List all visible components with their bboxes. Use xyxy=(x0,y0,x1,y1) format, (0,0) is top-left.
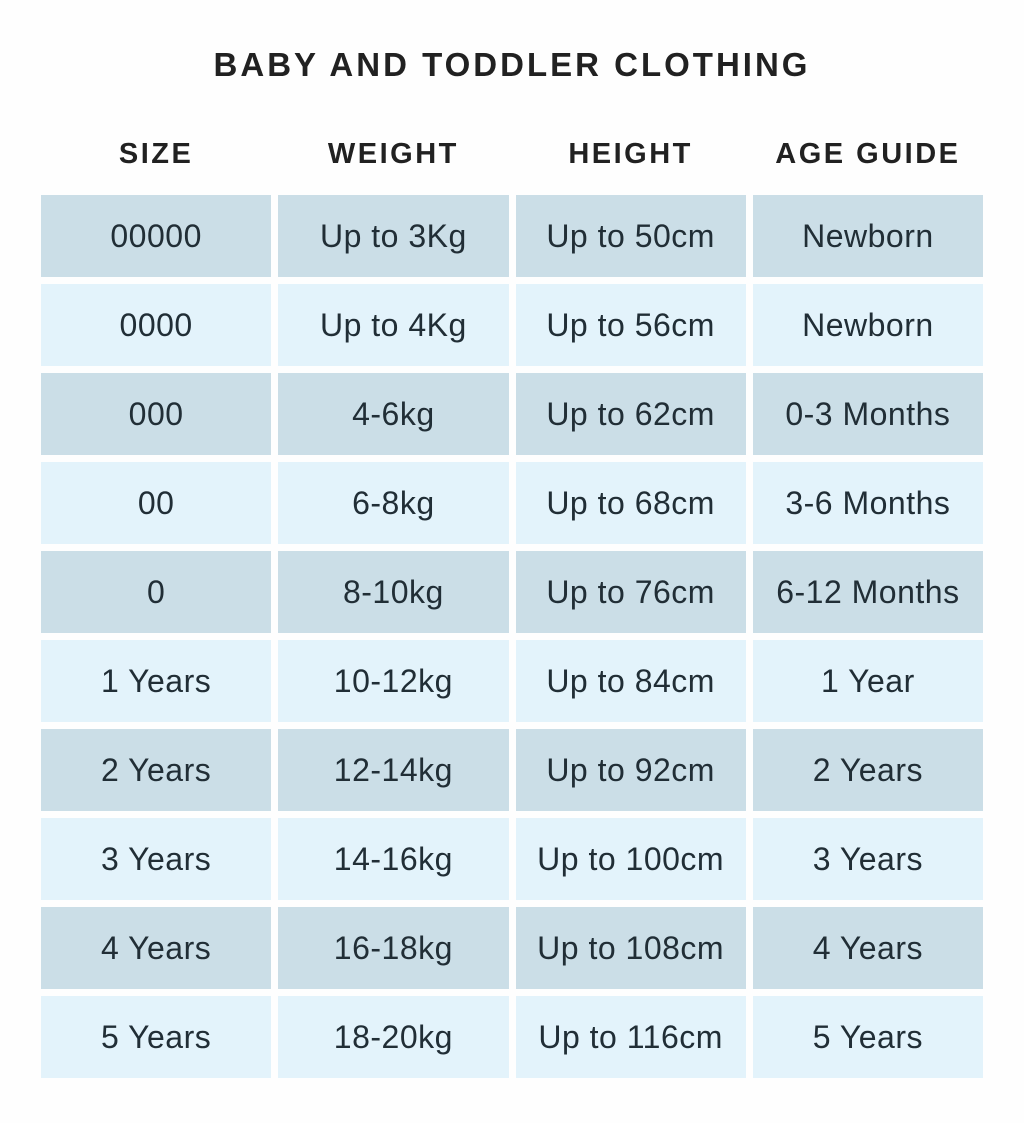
table-cell: Up to 92cm xyxy=(515,729,746,811)
size-table-body: 00000 Up to 3Kg Up to 50cm Newborn 0000 Up to… xyxy=(41,195,983,1078)
table-cell: Up to 84cm xyxy=(515,640,746,722)
table-cell: Up to 76cm xyxy=(515,551,746,633)
table-cell: Up to 4Kg xyxy=(278,284,509,366)
table-cell: 14-16kg xyxy=(278,818,509,900)
table-cell: 00000 xyxy=(41,195,272,277)
table-row: 000 4-6kg Up to 62cm 0-3 Months xyxy=(41,373,983,455)
table-cell: 2 Years xyxy=(752,729,983,811)
table-header-row: SIZE WEIGHT HEIGHT AGE GUIDE xyxy=(41,138,983,171)
table-cell: 18-20kg xyxy=(278,996,509,1078)
table-cell: 8-10kg xyxy=(278,551,509,633)
table-cell: 0 xyxy=(41,551,272,633)
table-cell: Newborn xyxy=(752,195,983,277)
table-cell: Up to 50cm xyxy=(515,195,746,277)
table-cell: 000 xyxy=(41,373,272,455)
table-cell: 00 xyxy=(41,462,272,544)
table-cell: 5 Years xyxy=(41,996,272,1078)
table-cell: 1 Year xyxy=(752,640,983,722)
table-cell: 4-6kg xyxy=(278,373,509,455)
table-row: 0000 Up to 4Kg Up to 56cm Newborn xyxy=(41,284,983,366)
table-row: 00 6-8kg Up to 68cm 3-6 Months xyxy=(41,462,983,544)
table-cell: 2 Years xyxy=(41,729,272,811)
table-cell: Up to 56cm xyxy=(515,284,746,366)
table-row: 4 Years 16-18kg Up to 108cm 4 Years xyxy=(41,907,983,989)
column-header-weight: WEIGHT xyxy=(327,138,459,170)
table-cell: 4 Years xyxy=(41,907,272,989)
table-cell: 16-18kg xyxy=(278,907,509,989)
table-cell: 4 Years xyxy=(752,907,983,989)
table-row: 3 Years 14-16kg Up to 100cm 3 Years xyxy=(41,818,983,900)
table-row: 0 8-10kg Up to 76cm 6-12 Months xyxy=(41,551,983,633)
table-cell: Up to 116cm xyxy=(515,996,746,1078)
table-row: 2 Years 12-14kg Up to 92cm 2 Years xyxy=(41,729,983,811)
table-cell: Up to 108cm xyxy=(515,907,746,989)
table-cell: 6-12 Months xyxy=(752,551,983,633)
table-cell: 0-3 Months xyxy=(752,373,983,455)
table-cell: Up to 62cm xyxy=(515,373,746,455)
page-title: BABY AND TODDLER CLOTHING xyxy=(213,46,811,83)
table-row: 00000 Up to 3Kg Up to 50cm Newborn xyxy=(41,195,983,277)
table-row: 1 Years 10-12kg Up to 84cm 1 Year xyxy=(41,640,983,722)
table-cell: 0000 xyxy=(41,284,272,366)
table-cell: 10-12kg xyxy=(278,640,509,722)
table-cell: 3-6 Months xyxy=(752,462,983,544)
table-cell: 3 Years xyxy=(752,818,983,900)
table-cell: 5 Years xyxy=(752,996,983,1078)
table-cell: 12-14kg xyxy=(278,729,509,811)
column-header-age-guide: AGE GUIDE xyxy=(775,138,961,170)
table-cell: Up to 3Kg xyxy=(278,195,509,277)
table-row: 5 Years 18-20kg Up to 116cm 5 Years xyxy=(41,996,983,1078)
table-cell: Up to 68cm xyxy=(515,462,746,544)
table-cell: 3 Years xyxy=(41,818,272,900)
table-cell: 6-8kg xyxy=(278,462,509,544)
column-header-size: SIZE xyxy=(118,138,194,170)
table-cell: Newborn xyxy=(752,284,983,366)
column-header-height: HEIGHT xyxy=(568,138,693,170)
table-cell: Up to 100cm xyxy=(515,818,746,900)
table-cell: 1 Years xyxy=(41,640,272,722)
